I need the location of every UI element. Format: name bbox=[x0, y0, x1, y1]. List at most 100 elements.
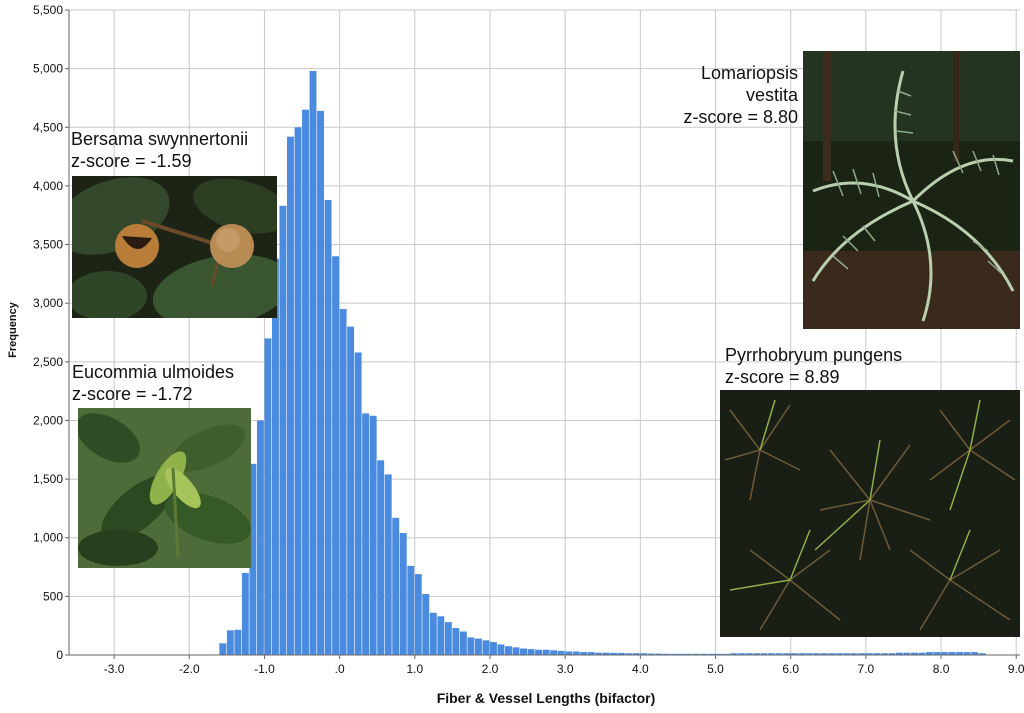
histogram-bar bbox=[279, 205, 287, 655]
histogram-bar bbox=[888, 653, 896, 655]
histogram-bar bbox=[828, 653, 836, 655]
histogram-bar bbox=[414, 574, 422, 655]
x-tick-label: -1.0 bbox=[254, 662, 275, 676]
x-tick-label: 8.0 bbox=[933, 662, 950, 676]
histogram-bar bbox=[459, 631, 467, 655]
histogram-bar bbox=[700, 653, 708, 655]
histogram-bar bbox=[835, 653, 843, 655]
x-axis-title: Fiber & Vessel Lengths (bifactor) bbox=[437, 690, 656, 706]
x-tick-label: 5.0 bbox=[707, 662, 724, 676]
histogram-bar bbox=[489, 642, 497, 655]
y-tick-label: 3,000 bbox=[33, 296, 63, 310]
histogram-bar bbox=[505, 646, 512, 655]
histogram-bar bbox=[392, 517, 400, 655]
histogram-bar bbox=[332, 256, 340, 655]
histogram-bar bbox=[745, 653, 753, 655]
pyrrhobryum-moss-photo bbox=[720, 390, 1020, 637]
histogram-bar bbox=[520, 648, 527, 655]
histogram-bar bbox=[640, 653, 648, 655]
histogram-bar bbox=[692, 653, 700, 655]
histogram-bar bbox=[662, 653, 670, 655]
histogram-bar bbox=[820, 653, 828, 655]
annotation-species-name: vestita bbox=[745, 85, 798, 105]
histogram-bar bbox=[625, 653, 633, 655]
x-tick-labels: -3.0 -2.0 -1.0 .0 1.0 2.0 3.0 4.0 5.0 6.0 7.0 8.0 9.… bbox=[104, 655, 1024, 676]
histogram-bar bbox=[895, 652, 903, 655]
histogram-bar bbox=[798, 653, 806, 655]
histogram-bar bbox=[362, 413, 370, 655]
histogram-bar bbox=[926, 652, 933, 655]
histogram-bar bbox=[302, 109, 309, 655]
y-tick-label: 1,500 bbox=[33, 472, 63, 486]
y-tick-label: 4,000 bbox=[33, 179, 63, 193]
y-tick-label: 0 bbox=[56, 648, 63, 662]
annotation-z-score: z-score = 8.80 bbox=[683, 107, 798, 127]
x-tick-label: -2.0 bbox=[179, 662, 200, 676]
histogram-bar bbox=[226, 630, 234, 655]
histogram-bar bbox=[542, 649, 550, 655]
histogram-bar bbox=[535, 649, 543, 655]
x-tick-label: 3.0 bbox=[557, 662, 574, 676]
x-tick-label: .0 bbox=[335, 662, 345, 676]
histogram-bar bbox=[873, 653, 881, 655]
annotation-lomariopsis: Lomariopsis vestita z-score = 8.80 bbox=[650, 62, 798, 128]
annotation-species-name: Pyrrhobryum pungens bbox=[725, 345, 903, 365]
histogram-bar bbox=[527, 649, 535, 655]
histogram-bar bbox=[354, 352, 362, 655]
histogram-bar bbox=[978, 653, 986, 655]
histogram-bar bbox=[249, 463, 257, 655]
histogram-bar bbox=[452, 628, 460, 655]
histogram-bar bbox=[407, 565, 415, 655]
bersama-fruit-photo bbox=[72, 176, 277, 318]
histogram-bar bbox=[572, 651, 580, 655]
histogram-bar bbox=[444, 622, 452, 655]
histogram-bar bbox=[865, 653, 873, 655]
annotation-pyrrhobryum: Pyrrhobryum pungens z-score = 8.89 bbox=[725, 344, 902, 388]
histogram-bar bbox=[377, 460, 385, 655]
y-tick-label: 5,500 bbox=[33, 3, 63, 17]
histogram-bar bbox=[738, 653, 746, 655]
y-tick-label: 2,500 bbox=[33, 355, 63, 369]
histogram-bars bbox=[219, 70, 986, 656]
annotation-z-score: z-score = -1.59 bbox=[71, 151, 192, 171]
x-tick-label: 4.0 bbox=[632, 662, 649, 676]
x-tick-label: 7.0 bbox=[858, 662, 875, 676]
histogram-bar bbox=[474, 638, 482, 655]
histogram-bar bbox=[264, 338, 272, 655]
histogram-bar bbox=[557, 650, 565, 655]
annotation-eucommia: Eucommia ulmoides z-score = -1.72 bbox=[72, 361, 234, 405]
lomariopsis-fern-photo bbox=[803, 51, 1020, 329]
annotation-z-score: z-score = -1.72 bbox=[72, 384, 193, 404]
histogram-bar bbox=[241, 572, 249, 655]
histogram-bar bbox=[271, 258, 279, 655]
y-tick-labels: 0 500 1,000 1,500 2,000 2,500 3,000 3,500 4,000 4… bbox=[33, 3, 69, 662]
histogram-bar bbox=[369, 415, 377, 655]
histogram-bar bbox=[309, 70, 317, 656]
histogram-bar bbox=[843, 653, 851, 655]
y-tick-label: 5,000 bbox=[33, 62, 63, 76]
histogram-bar bbox=[219, 643, 227, 655]
histogram-bar bbox=[677, 653, 685, 655]
annotation-bersama: Bersama swynnertonii z-score = -1.59 bbox=[71, 128, 248, 172]
axes bbox=[68, 10, 1020, 656]
histogram-bar bbox=[617, 652, 625, 655]
histogram-bar bbox=[234, 629, 242, 655]
x-tick-label: 1.0 bbox=[406, 662, 423, 676]
histogram-bar bbox=[708, 653, 715, 655]
histogram-bar bbox=[971, 652, 979, 655]
histogram-bar bbox=[347, 326, 355, 655]
histogram-bar bbox=[482, 640, 490, 655]
histogram-bar bbox=[602, 652, 610, 655]
y-tick-label: 2,000 bbox=[33, 413, 63, 427]
histogram-bar bbox=[948, 652, 956, 655]
histogram-bar bbox=[956, 652, 964, 655]
histogram-bar bbox=[760, 653, 768, 655]
histogram-bar bbox=[399, 533, 407, 655]
histogram-bar bbox=[317, 110, 325, 655]
histogram-bar bbox=[580, 652, 588, 655]
y-tick-label: 1,000 bbox=[33, 531, 63, 545]
histogram-bar bbox=[587, 652, 595, 655]
histogram-bar bbox=[324, 199, 332, 655]
histogram-bar bbox=[497, 644, 505, 655]
histogram-bar bbox=[610, 652, 618, 655]
